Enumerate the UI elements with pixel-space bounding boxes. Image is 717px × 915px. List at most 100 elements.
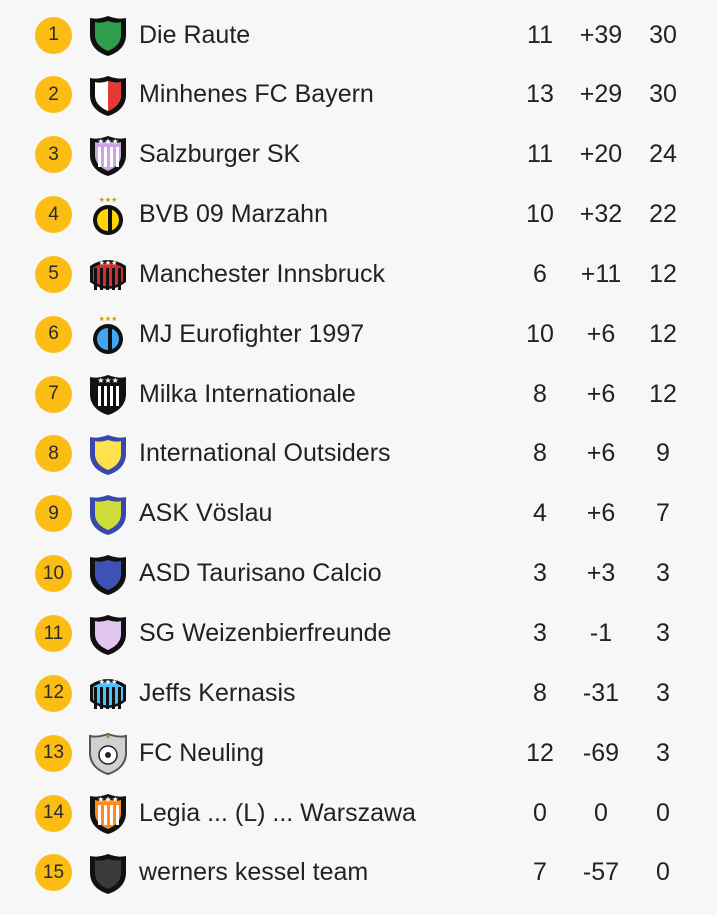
points: 0 xyxy=(656,798,670,827)
rank-badge: 11 xyxy=(35,615,72,652)
points: 22 xyxy=(649,200,677,229)
shield-red-white-icon xyxy=(86,73,130,117)
goal-difference: +6 xyxy=(586,439,616,468)
games-played: 7 xyxy=(533,858,547,887)
rank-badge: 13 xyxy=(35,734,72,772)
badge-skyblue-stripes-icon: ★★★ xyxy=(86,671,130,715)
goal-difference: +11 xyxy=(580,259,622,288)
games-played: 3 xyxy=(533,619,547,647)
svg-text:★★★: ★★★ xyxy=(97,137,119,146)
table-row[interactable]: 13 ♛ FC Neuling 12 -69 3 xyxy=(0,723,717,783)
table-row[interactable]: 5 ★★★ Manchester Innsbruck 6 +11 12 xyxy=(0,244,717,304)
team-name[interactable]: SG Weizenbierfreunde xyxy=(139,619,392,647)
badge-red-black-stripes-icon: ★★★ xyxy=(86,252,130,296)
team-name[interactable]: MJ Eurofighter 1997 xyxy=(139,319,365,348)
table-row[interactable]: 12 ★★★ Jeffs Kernasis 8 -31 3 xyxy=(0,663,717,723)
shield-black-white-stripes-icon: ★★★ xyxy=(86,372,130,416)
goal-difference: +3 xyxy=(586,559,616,588)
rank-badge: 1 xyxy=(35,16,72,54)
svg-text:★★★: ★★★ xyxy=(97,376,119,385)
points: 3 xyxy=(656,559,670,588)
points: 12 xyxy=(649,379,677,408)
games-played: 11 xyxy=(527,140,553,169)
team-name[interactable]: BVB 09 Marzahn xyxy=(139,200,328,229)
svg-text:★★★: ★★★ xyxy=(99,196,118,204)
points: 9 xyxy=(656,439,670,468)
table-row[interactable]: 9 ASK Vöslau 4 +6 7 xyxy=(0,484,717,544)
team-name[interactable]: Milka Internationale xyxy=(139,379,356,408)
shield-lilac-stripes-icon: ★★★ xyxy=(86,133,130,177)
round-blue-black-icon: ★★★ xyxy=(86,312,130,356)
games-played: 3 xyxy=(533,559,547,588)
games-played: 10 xyxy=(526,319,554,348)
table-row[interactable]: 8 International Outsiders 8 +6 9 xyxy=(0,424,717,484)
table-row[interactable]: 4 ★★★ BVB 09 Marzahn 10 +32 22 xyxy=(0,185,717,245)
team-name[interactable]: ASK Vöslau xyxy=(139,499,273,528)
team-name[interactable]: Manchester Innsbruck xyxy=(139,259,385,288)
shield-lime-blue-icon xyxy=(86,492,130,536)
rank-badge: 2 xyxy=(35,76,72,114)
games-played: 0 xyxy=(533,798,547,827)
table-row[interactable]: 15 werners kessel team 7 -57 0 xyxy=(0,843,717,903)
crest-football-icon: ♛ xyxy=(86,731,130,776)
shield-blue-navy-icon xyxy=(86,552,130,596)
goal-difference: +39 xyxy=(579,20,623,49)
rank-badge: 15 xyxy=(35,854,72,892)
team-name[interactable]: Salzburger SK xyxy=(139,140,301,169)
goal-difference: -31 xyxy=(582,678,620,707)
team-name[interactable]: Jeffs Kernasis xyxy=(139,678,296,707)
svg-text:♛: ♛ xyxy=(105,732,111,740)
games-played: 8 xyxy=(533,678,547,707)
table-row[interactable]: 7 ★★★ Milka Internationale 8 +6 12 xyxy=(0,364,717,424)
team-name[interactable]: Die Raute xyxy=(139,20,251,49)
goal-difference: +6 xyxy=(586,499,616,528)
games-played: 12 xyxy=(526,738,554,767)
table-row[interactable]: 1 Die Raute 11 +39 30 xyxy=(0,5,717,65)
points: 12 xyxy=(649,259,677,288)
goal-difference: +6 xyxy=(586,319,616,348)
games-played: 13 xyxy=(526,80,554,109)
team-name[interactable]: werners kessel team xyxy=(139,858,369,887)
goal-difference: +32 xyxy=(579,200,623,229)
games-played: 10 xyxy=(526,200,554,229)
team-name[interactable]: ASD Taurisano Calcio xyxy=(139,559,382,588)
rank-badge: 6 xyxy=(35,315,72,353)
goal-difference: +29 xyxy=(579,80,623,109)
rank-badge: 14 xyxy=(35,794,72,832)
points: 12 xyxy=(649,319,677,348)
svg-text:★★★: ★★★ xyxy=(99,259,118,267)
games-played: 8 xyxy=(533,379,547,408)
points: 3 xyxy=(656,738,670,767)
team-name[interactable]: Legia ... (L) ... Warszawa xyxy=(139,798,416,827)
table-row[interactable]: 2 Minhenes FC Bayern 13 +29 30 xyxy=(0,65,717,125)
games-played: 11 xyxy=(527,20,553,49)
team-name[interactable]: Minhenes FC Bayern xyxy=(139,80,374,109)
rank-badge: 4 xyxy=(35,196,72,234)
goal-difference: 0 xyxy=(594,798,608,827)
goal-difference: +20 xyxy=(579,140,623,169)
table-row[interactable]: 11 SG Weizenbierfreunde 3 -1 3 xyxy=(0,604,717,664)
round-yellow-black-icon: ★★★ xyxy=(86,193,130,237)
shield-green-white-icon xyxy=(86,13,130,57)
points: 3 xyxy=(656,619,670,647)
goal-difference: -1 xyxy=(589,619,613,647)
table-row[interactable]: 14 ★★★ Legia ... (L) ... Warszawa 0 0 0 xyxy=(0,783,717,843)
svg-text:★★★: ★★★ xyxy=(99,315,118,323)
table-row[interactable]: 6 ★★★ MJ Eurofighter 1997 10 +6 12 xyxy=(0,304,717,364)
table-row[interactable]: 10 ASD Taurisano Calcio 3 +3 3 xyxy=(0,544,717,604)
svg-text:★★★: ★★★ xyxy=(97,795,119,804)
games-played: 8 xyxy=(533,439,547,468)
points: 3 xyxy=(656,678,670,707)
rank-badge: 5 xyxy=(35,255,72,293)
team-name[interactable]: International Outsiders xyxy=(139,439,391,468)
team-name[interactable]: FC Neuling xyxy=(139,738,265,767)
rank-badge: 12 xyxy=(35,674,72,712)
svg-text:★★★: ★★★ xyxy=(99,678,118,686)
points: 30 xyxy=(649,80,677,109)
goal-difference: +6 xyxy=(586,379,616,408)
points: 0 xyxy=(656,858,670,887)
rank-badge: 3 xyxy=(35,136,72,174)
games-played: 4 xyxy=(533,499,547,528)
table-row[interactable]: 3 ★★★ Salzburger SK 11 +20 24 xyxy=(0,125,717,185)
